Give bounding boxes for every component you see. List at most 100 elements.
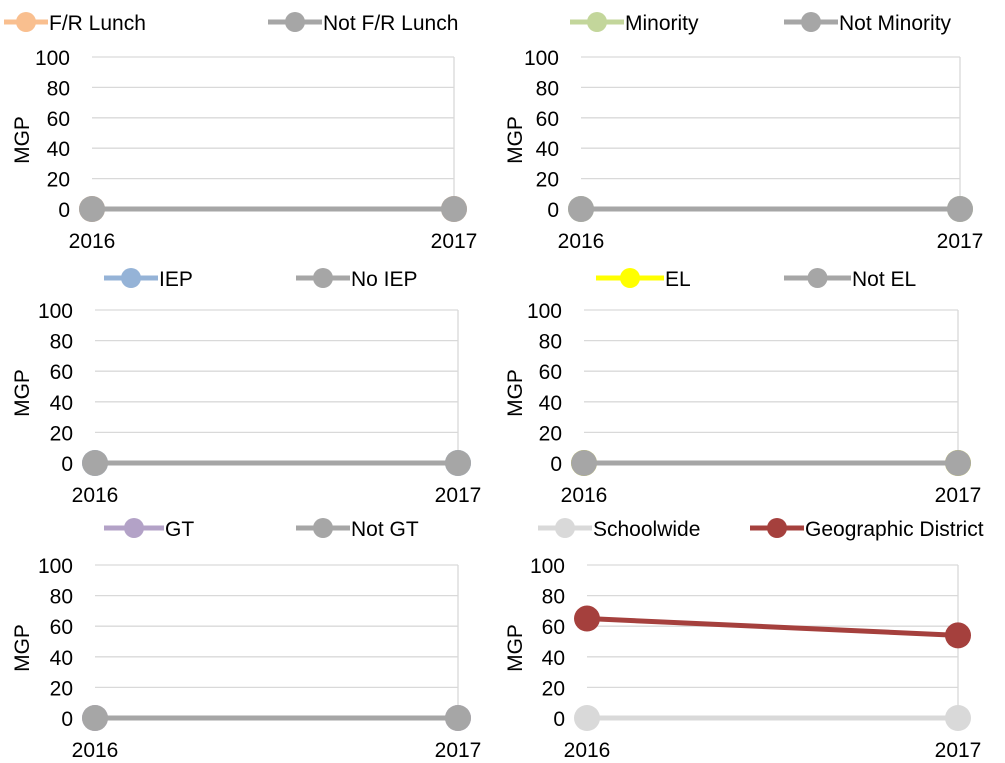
x-tick-label: 2017 <box>935 739 982 762</box>
series-line-2 <box>586 616 959 638</box>
y-tick-label: 60 <box>47 108 70 131</box>
y-tick-label: 60 <box>539 361 562 384</box>
legend-entry-2: Not EL <box>784 268 916 291</box>
legend-swatch-marker <box>801 12 821 32</box>
y-tick-label: 100 <box>527 300 562 323</box>
legend-label: No IEP <box>351 268 418 291</box>
data-point <box>568 196 594 222</box>
legend-swatch-marker <box>313 268 333 288</box>
x-tick-label: 2017 <box>435 484 482 507</box>
x-tick-label: 2017 <box>937 230 984 253</box>
legend-label: GT <box>165 518 194 541</box>
x-tick-label: 2016 <box>72 739 119 762</box>
x-tick-label: 2016 <box>69 230 116 253</box>
y-axis-label: MGP <box>11 116 34 164</box>
chart-panel-1: 0 20 40 60 80 100 2016 2017 MGP F/R Lunch Not F/R … <box>4 12 477 253</box>
data-point <box>945 705 971 731</box>
x-tick-label: 2016 <box>564 739 611 762</box>
y-axis-label: MGP <box>504 116 527 164</box>
y-tick-label: 40 <box>47 138 70 161</box>
legend-entry-2: Geographic District <box>750 518 984 541</box>
legend-entry-2: Not Minority <box>784 12 952 35</box>
data-point <box>947 196 973 222</box>
data-point <box>441 196 467 222</box>
legend-entry-2: No IEP <box>296 268 418 291</box>
y-axis-label: MGP <box>504 369 527 417</box>
legend-entry-1: GT <box>104 518 194 541</box>
y-tick-label: 40 <box>50 392 73 415</box>
legend-swatch-marker <box>587 12 607 32</box>
legend-entry-1: EL <box>596 268 691 291</box>
chart-panel-6: 0 20 40 60 80 100 2016 2017 MGP Schoolwide Geograp… <box>504 518 984 762</box>
legend-entry-1: Minority <box>570 12 699 35</box>
chart-panel-4: 0 20 40 60 80 100 2016 2017 MGP EL Not EL <box>504 268 981 507</box>
legend-entry-2: Not F/R Lunch <box>268 12 458 35</box>
legend-label: Not F/R Lunch <box>323 12 458 35</box>
y-tick-label: 40 <box>536 138 559 161</box>
y-tick-label: 80 <box>539 331 562 354</box>
legend-label: Not GT <box>351 518 419 541</box>
legend-label: Schoolwide <box>593 518 700 541</box>
y-axis-label: MGP <box>11 369 34 417</box>
y-tick-label: 20 <box>50 422 73 445</box>
y-tick-label: 60 <box>50 616 73 639</box>
y-tick-label: 0 <box>553 708 565 731</box>
y-tick-label: 80 <box>542 586 565 609</box>
chart-panel-3: 0 20 40 60 80 100 2016 2017 MGP IEP No IEP <box>11 268 481 507</box>
y-axis-label: MGP <box>11 624 34 672</box>
legend-entry-1: IEP <box>104 268 193 291</box>
data-point <box>82 705 108 731</box>
y-tick-label: 80 <box>47 77 70 100</box>
y-tick-label: 0 <box>58 199 70 222</box>
y-tick-label: 0 <box>550 453 562 476</box>
y-tick-label: 20 <box>47 169 70 192</box>
chart-panel-2: 0 20 40 60 80 100 2016 2017 MGP Minority Not Minor… <box>504 12 983 253</box>
y-tick-label: 100 <box>530 555 565 578</box>
legend-entry-1: Schoolwide <box>538 518 700 541</box>
data-point <box>79 196 105 222</box>
x-tick-label: 2016 <box>561 484 608 507</box>
data-point <box>82 450 108 476</box>
data-point <box>574 705 600 731</box>
data-point <box>945 622 971 649</box>
y-tick-label: 100 <box>38 555 73 578</box>
data-point <box>571 450 597 476</box>
legend-swatch-marker <box>313 518 333 538</box>
y-tick-label: 0 <box>547 199 559 222</box>
legend-swatch-marker <box>807 268 828 288</box>
y-tick-label: 40 <box>542 647 565 670</box>
y-tick-label: 100 <box>38 300 73 323</box>
legend-swatch-marker <box>16 12 36 32</box>
legend-label: F/R Lunch <box>49 12 146 35</box>
x-tick-label: 2016 <box>558 230 605 253</box>
legend-swatch-marker <box>555 518 575 538</box>
y-tick-label: 80 <box>536 77 559 100</box>
legend-swatch-marker <box>285 12 305 32</box>
legend-label: IEP <box>159 268 193 291</box>
legend-swatch-marker <box>767 518 787 538</box>
x-tick-label: 2017 <box>431 230 478 253</box>
y-tick-label: 60 <box>50 361 73 384</box>
legend-label: Not Minority <box>839 12 952 35</box>
y-tick-label: 60 <box>536 108 559 131</box>
legend-entry-2: Not GT <box>296 518 419 541</box>
y-tick-label: 40 <box>50 647 73 670</box>
data-point <box>945 450 971 476</box>
legend-swatch-marker <box>121 268 141 288</box>
y-tick-label: 40 <box>539 392 562 415</box>
x-tick-label: 2016 <box>72 484 119 507</box>
data-point <box>574 605 600 632</box>
y-axis-label: MGP <box>504 624 527 672</box>
y-tick-label: 0 <box>61 453 73 476</box>
y-tick-label: 60 <box>542 616 565 639</box>
data-point <box>445 705 471 731</box>
y-tick-label: 80 <box>50 586 73 609</box>
y-tick-label: 80 <box>50 331 73 354</box>
legend-label: Geographic District <box>805 518 984 541</box>
legend-label: Not EL <box>852 268 916 291</box>
x-tick-label: 2017 <box>435 739 482 762</box>
legend-entry-1: F/R Lunch <box>4 12 146 35</box>
legend-label: Minority <box>625 12 699 35</box>
y-tick-label: 20 <box>539 422 562 445</box>
